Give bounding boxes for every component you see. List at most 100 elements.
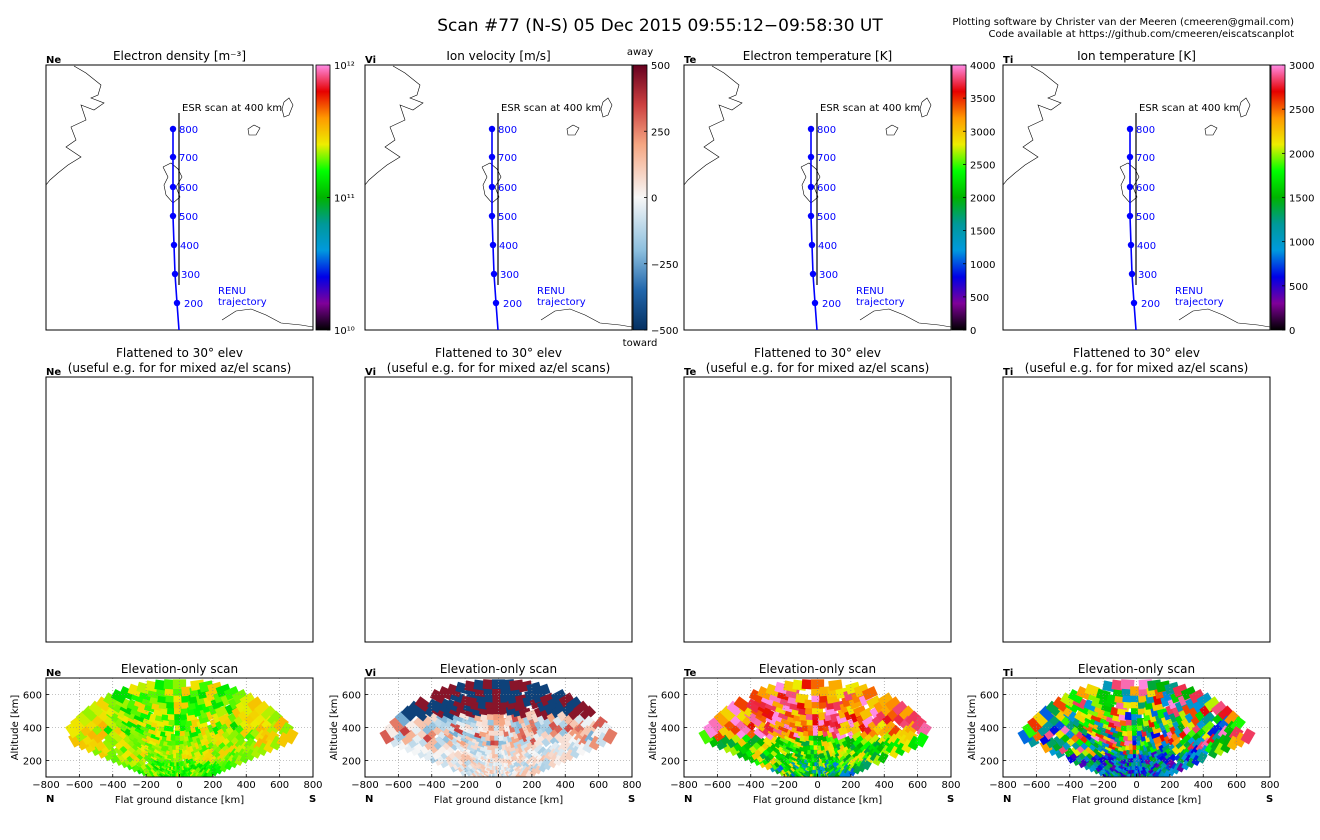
y-axis-label: Altitude [km]: [329, 695, 340, 761]
direction-label-south: S: [628, 794, 635, 805]
colorbar-bottom-label: toward: [623, 338, 658, 349]
renu-trajectory-line: [491, 129, 499, 330]
y-tick-label: 200: [342, 757, 361, 768]
x-tick-label: −200: [132, 780, 159, 791]
param-label: Vi: [365, 668, 376, 679]
heatmap-cell: [713, 710, 730, 727]
colorbar-top-label: away: [627, 47, 653, 58]
param-label: Ne: [46, 55, 61, 66]
map-title: Electron density [m⁻³]: [113, 49, 246, 63]
heatmap-cell: [81, 705, 99, 722]
esr-scan-label: ESR scan at 400 km: [501, 103, 601, 114]
coastline-greenland: [684, 65, 743, 186]
renu-label-line1: RENU: [218, 286, 246, 297]
heatmap-cell: [811, 693, 824, 703]
colorbar-tick-label: 10¹²: [334, 61, 355, 72]
elevation-panel-vi: Elevation-only scan Vi −800 −600 −400 −200 0 20…: [329, 662, 642, 806]
colorbar-tick-label: 1500: [970, 227, 995, 238]
coastline-norway: [221, 308, 313, 328]
heatmap-cell: [573, 700, 590, 717]
heatmap-cell: [273, 716, 289, 733]
flattened-frame: [1002, 376, 1271, 643]
x-axis-label: Flat ground distance [km]: [753, 795, 882, 806]
x-tick-label: −800: [989, 780, 1016, 791]
heatmap-cell: [812, 712, 823, 720]
altitude-marker-300: [171, 270, 179, 278]
credit-line-1: Plotting software by Christer van der Me…: [952, 17, 1294, 28]
x-axis-label: Flat ground distance [km]: [1072, 795, 1201, 806]
x-tick-label: −400: [418, 780, 445, 791]
altitude-label-600: 600: [1136, 183, 1155, 194]
heatmap-cell: [719, 705, 737, 722]
heatmap-cell: [877, 751, 889, 764]
x-tick-label: −400: [99, 780, 126, 791]
flattened-title-line1: Flattened to 30° elev: [1073, 346, 1200, 360]
coastline-franz-josef: [247, 124, 261, 136]
renu-label-line2: trajectory: [218, 297, 267, 308]
altitude-label-400: 400: [1137, 241, 1156, 252]
heatmap-cell: [254, 700, 271, 717]
heatmap-cell: [748, 688, 766, 704]
x-tick-label: 0: [495, 780, 501, 791]
altitude-marker-700: [1126, 153, 1134, 161]
heatmap-cell: [413, 715, 429, 731]
elevation-panel-ne: Elevation-only scan Ne −800 −600 −400 −200 0 20…: [10, 662, 323, 806]
flattened-title-line1: Flattened to 30° elev: [435, 346, 562, 360]
map-content: 800 700 600 500 400 300 200: [46, 65, 313, 330]
map-content: 800 700 600 500 400 300 200: [684, 65, 951, 330]
x-tick-label: 0: [176, 780, 182, 791]
heatmap-cell: [898, 705, 916, 722]
heatmap-cell: [1217, 705, 1235, 722]
heatmap-cell: [828, 679, 843, 691]
altitude-label-400: 400: [499, 241, 518, 252]
colorbar-tick-label: 3000: [1289, 61, 1314, 72]
heatmap-cell: [176, 765, 183, 770]
colorbar-tick-label: 3500: [970, 94, 995, 105]
altitude-marker-200: [1130, 299, 1138, 307]
x-tick-label: 800: [941, 780, 960, 791]
heatmap-cell: [173, 693, 186, 703]
heatmap-cell: [812, 706, 823, 715]
x-tick-label: 600: [1227, 780, 1246, 791]
altitude-label-800: 800: [498, 125, 517, 136]
heatmap-cell: [445, 698, 461, 712]
coastline-franz-josef: [885, 124, 899, 136]
heatmap-cell: [1196, 692, 1213, 708]
heatmap-cell: [812, 723, 823, 731]
altitude-marker-600: [488, 183, 496, 191]
coastline-svalbard: [1119, 162, 1140, 204]
altitude-marker-500: [169, 212, 177, 220]
flattened-frame: [364, 376, 633, 643]
heatmap-cell: [762, 735, 775, 748]
altitude-label-500: 500: [1136, 212, 1155, 223]
colorbar-tick-label: 0: [970, 326, 976, 337]
coastline-island-ne: [600, 97, 613, 118]
altitude-label-300: 300: [181, 270, 200, 281]
x-tick-label: 200: [841, 780, 860, 791]
heatmap-cell: [1230, 716, 1246, 733]
x-tick-label: −800: [351, 780, 378, 791]
altitude-label-500: 500: [179, 212, 198, 223]
y-tick-label: 400: [23, 724, 42, 735]
heatmap-cell: [246, 696, 264, 712]
x-tick-label: 200: [522, 780, 541, 791]
heatmap-cells: [698, 679, 932, 777]
heatmap-cell: [1201, 711, 1217, 727]
heatmap-cell: [260, 705, 278, 722]
altitude-label-500: 500: [817, 212, 836, 223]
renu-trajectory-line: [172, 129, 180, 330]
y-tick-label: 400: [661, 724, 680, 735]
heatmap-cell: [698, 728, 714, 745]
colorbar-tick-label: 500: [1289, 282, 1308, 293]
heatmap-cell: [911, 716, 927, 733]
heatmap-cell: [579, 705, 597, 722]
y-tick-label: 600: [661, 691, 680, 702]
heatmap-cell: [389, 716, 405, 733]
coastline-franz-josef: [1204, 124, 1218, 136]
renu-label-line2: trajectory: [856, 297, 905, 308]
renu-label-line1: RENU: [856, 286, 884, 297]
heatmap-cell: [703, 721, 719, 739]
altitude-label-400: 400: [818, 241, 837, 252]
heatmap-cell: [1027, 716, 1043, 733]
heatmap-cell: [877, 692, 894, 708]
